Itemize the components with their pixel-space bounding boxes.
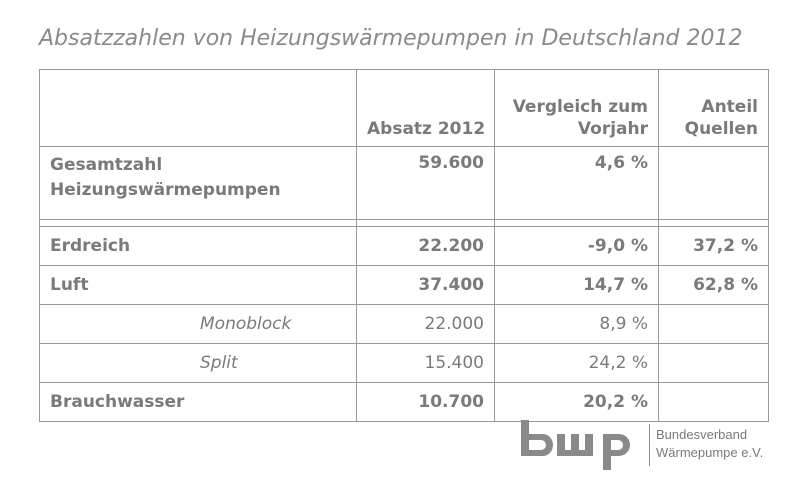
- table-row-split: Split 15.400 24,2 %: [39, 343, 769, 383]
- row-anteil: [658, 304, 769, 344]
- row-label: Monoblock: [39, 304, 357, 344]
- logo-line1: Bundesverband: [656, 427, 748, 442]
- row-vergleich: -9,0 %: [494, 226, 659, 266]
- row-anteil: [658, 343, 769, 383]
- total-row: Gesamtzahl Heizungswärmepumpen 59.600 4,…: [39, 146, 769, 220]
- row-label: Brauchwasser: [39, 382, 357, 422]
- row-vergleich: 20,2 %: [494, 382, 659, 422]
- row-label: Luft: [39, 265, 357, 305]
- row-anteil: [658, 382, 769, 422]
- row-absatz: 10.700: [356, 382, 495, 422]
- spacer-row: [39, 219, 769, 227]
- table-row-luft: Luft 37.400 14,7 % 62,8 %: [39, 265, 769, 305]
- bwp-logo-mark: [521, 420, 630, 470]
- bwp-logo: Bundesverband Wärmepumpe e.V.: [521, 420, 771, 470]
- table-header-row: Absatz 2012 Vergleich zum Vorjahr Anteil…: [39, 69, 769, 147]
- row-vergleich: 8,9 %: [494, 304, 659, 344]
- header-absatz: Absatz 2012: [356, 69, 495, 147]
- table-row-brauchwasser: Brauchwasser 10.700 20,2 %: [39, 382, 769, 422]
- page-title: Absatzzahlen von Heizungswärmepumpen in …: [39, 26, 743, 51]
- row-absatz: 37.400: [356, 265, 495, 305]
- row-absatz: 22.000: [356, 304, 495, 344]
- row-label: Erdreich: [39, 226, 357, 266]
- logo-text: Bundesverband Wärmepumpe e.V.: [656, 426, 763, 462]
- total-vergleich: 4,6 %: [494, 146, 659, 220]
- total-absatz: 59.600: [356, 146, 495, 220]
- table-row-erdreich: Erdreich 22.200 -9,0 % 37,2 %: [39, 226, 769, 266]
- row-vergleich: 14,7 %: [494, 265, 659, 305]
- header-anteil: Anteil Quellen: [658, 69, 769, 147]
- logo-line2: Wärmepumpe e.V.: [656, 445, 764, 460]
- sales-table: Absatz 2012 Vergleich zum Vorjahr Anteil…: [39, 69, 769, 422]
- row-absatz: 15.400: [356, 343, 495, 383]
- row-absatz: 22.200: [356, 226, 495, 266]
- row-anteil: 37,2 %: [658, 226, 769, 266]
- row-vergleich: 24,2 %: [494, 343, 659, 383]
- total-anteil: [658, 146, 769, 220]
- row-label: Split: [39, 343, 357, 383]
- header-empty-cell: [39, 69, 357, 147]
- total-label: Gesamtzahl Heizungswärmepumpen: [39, 146, 357, 220]
- header-vergleich: Vergleich zum Vorjahr: [494, 69, 659, 147]
- logo-divider: [649, 424, 650, 466]
- table-row-monoblock: Monoblock 22.000 8,9 %: [39, 304, 769, 344]
- row-anteil: 62,8 %: [658, 265, 769, 305]
